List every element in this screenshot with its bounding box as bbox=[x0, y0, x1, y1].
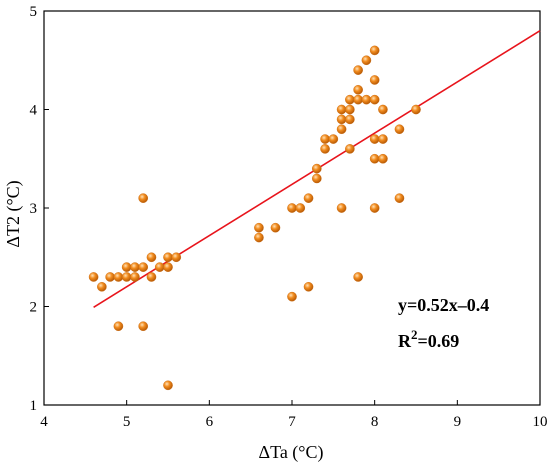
axis-ticks bbox=[43, 10, 541, 406]
x-tick-label: 4 bbox=[40, 414, 48, 430]
data-point bbox=[369, 75, 380, 85]
data-point bbox=[336, 124, 347, 134]
data-point bbox=[369, 134, 380, 144]
data-point bbox=[270, 222, 281, 233]
data-point bbox=[336, 104, 347, 115]
data-point bbox=[411, 104, 421, 115]
data-point bbox=[336, 203, 347, 213]
data-point bbox=[138, 193, 148, 203]
data-point bbox=[171, 252, 182, 263]
data-point bbox=[345, 94, 355, 105]
data-point bbox=[163, 262, 173, 272]
data-points bbox=[88, 45, 421, 391]
y-axis-title: ΔT2 (°C) bbox=[3, 180, 24, 247]
data-point bbox=[353, 94, 363, 105]
regression-equation: y=0.52x–0.4 bbox=[398, 295, 489, 315]
data-point bbox=[105, 272, 115, 282]
data-point bbox=[345, 114, 355, 125]
tick-labels: 4 5 6 7 8 9 10 1 2 3 4 5 bbox=[30, 4, 548, 430]
data-point bbox=[378, 134, 388, 144]
data-point bbox=[369, 45, 380, 56]
y-tick-label: 1 bbox=[30, 398, 38, 414]
x-tick-label: 8 bbox=[371, 414, 379, 430]
data-point bbox=[287, 203, 297, 213]
data-point bbox=[320, 134, 330, 144]
data-point bbox=[138, 262, 148, 272]
data-point bbox=[378, 153, 388, 164]
data-point bbox=[146, 252, 157, 263]
data-point bbox=[254, 222, 264, 233]
r-squared-value: =0.69 bbox=[418, 331, 460, 351]
data-point bbox=[328, 134, 339, 144]
data-point bbox=[361, 55, 372, 66]
x-tick-label: 6 bbox=[206, 414, 214, 430]
x-tick-label: 10 bbox=[533, 414, 548, 430]
data-point bbox=[311, 163, 322, 174]
data-point bbox=[303, 281, 314, 292]
data-point bbox=[353, 272, 363, 282]
data-point bbox=[130, 272, 140, 282]
data-point bbox=[121, 262, 132, 272]
data-point bbox=[121, 272, 132, 282]
y-tick-label: 3 bbox=[30, 201, 38, 217]
data-point bbox=[361, 94, 372, 105]
data-point bbox=[138, 321, 148, 332]
data-point bbox=[394, 124, 405, 134]
data-point bbox=[146, 272, 157, 282]
data-point bbox=[163, 252, 173, 263]
data-point bbox=[394, 193, 405, 203]
x-tick-label: 5 bbox=[123, 414, 131, 430]
y-tick-label: 4 bbox=[30, 103, 38, 119]
data-point bbox=[369, 203, 380, 213]
data-point bbox=[97, 281, 107, 292]
r-squared-letter: R bbox=[398, 331, 412, 351]
data-point bbox=[336, 114, 347, 125]
x-tick-label: 9 bbox=[454, 414, 462, 430]
data-point bbox=[345, 144, 355, 154]
data-point bbox=[163, 380, 173, 391]
data-point bbox=[154, 262, 165, 272]
data-point bbox=[369, 153, 380, 164]
data-point bbox=[353, 65, 363, 75]
data-point bbox=[369, 94, 380, 105]
data-point bbox=[287, 291, 297, 302]
y-tick-label: 5 bbox=[30, 4, 38, 20]
data-point bbox=[113, 272, 124, 282]
x-tick-label: 7 bbox=[288, 414, 296, 430]
y-tick-label: 2 bbox=[30, 300, 38, 316]
data-point bbox=[303, 193, 314, 203]
r-squared-superscript: 2 bbox=[411, 327, 418, 342]
data-point bbox=[311, 173, 322, 184]
r-squared-annotation: R2=0.69 bbox=[398, 327, 459, 351]
data-point bbox=[345, 104, 355, 115]
data-point bbox=[88, 272, 99, 282]
data-point bbox=[378, 104, 388, 115]
data-point bbox=[113, 321, 124, 332]
data-point bbox=[295, 203, 306, 213]
data-point bbox=[320, 144, 330, 154]
data-point bbox=[353, 85, 363, 95]
data-point bbox=[254, 232, 264, 243]
data-point bbox=[130, 262, 140, 272]
x-axis-title: ΔTa (°C) bbox=[259, 442, 324, 463]
